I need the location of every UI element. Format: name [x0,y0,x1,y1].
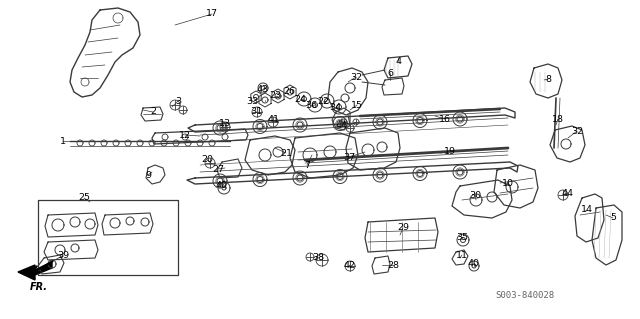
Text: S003-840028: S003-840028 [495,291,554,300]
Text: 3: 3 [175,97,181,106]
Text: 25: 25 [78,194,90,203]
Text: 32: 32 [350,72,362,81]
Text: 5: 5 [610,213,616,222]
Text: 9: 9 [145,170,151,180]
Text: 28: 28 [387,261,399,270]
Text: 14: 14 [581,205,593,214]
Text: FR.: FR. [30,282,48,292]
Text: 4: 4 [395,56,401,65]
Text: 37: 37 [343,152,355,161]
Text: 16: 16 [439,115,451,123]
Text: 24: 24 [294,95,306,105]
Text: 40: 40 [216,182,228,190]
Text: 29: 29 [397,224,409,233]
Text: 44: 44 [561,189,573,197]
Text: 27: 27 [212,165,224,174]
Text: 10: 10 [502,179,514,188]
Text: 7: 7 [304,160,310,169]
Text: 23: 23 [269,92,281,100]
Text: 43: 43 [257,85,269,93]
Text: 34: 34 [329,103,341,113]
Text: 2: 2 [150,108,156,116]
Text: 8: 8 [545,75,551,84]
Text: 30: 30 [469,190,481,199]
Text: 32: 32 [571,127,583,136]
Text: 26: 26 [283,87,295,97]
Text: 17: 17 [206,10,218,19]
Text: 41: 41 [267,115,279,124]
Text: 11: 11 [456,250,468,259]
Text: 39: 39 [57,251,69,261]
Text: 18: 18 [552,115,564,123]
Text: 1: 1 [60,137,66,145]
Text: 6: 6 [387,69,393,78]
Text: 35: 35 [456,234,468,242]
Text: 44: 44 [335,122,347,130]
Polygon shape [18,262,52,280]
Text: 31: 31 [250,108,262,116]
Text: 21: 21 [280,149,292,158]
Text: 33: 33 [246,97,258,106]
Text: 42: 42 [343,261,355,270]
Text: 12: 12 [179,130,191,139]
Text: 20: 20 [201,155,213,165]
Text: 38: 38 [312,253,324,262]
Text: 13: 13 [219,118,231,128]
Text: 19: 19 [444,146,456,155]
Text: 36: 36 [305,101,317,110]
Text: 22: 22 [317,98,329,107]
Text: 15: 15 [351,100,363,109]
Text: 40: 40 [468,259,480,269]
